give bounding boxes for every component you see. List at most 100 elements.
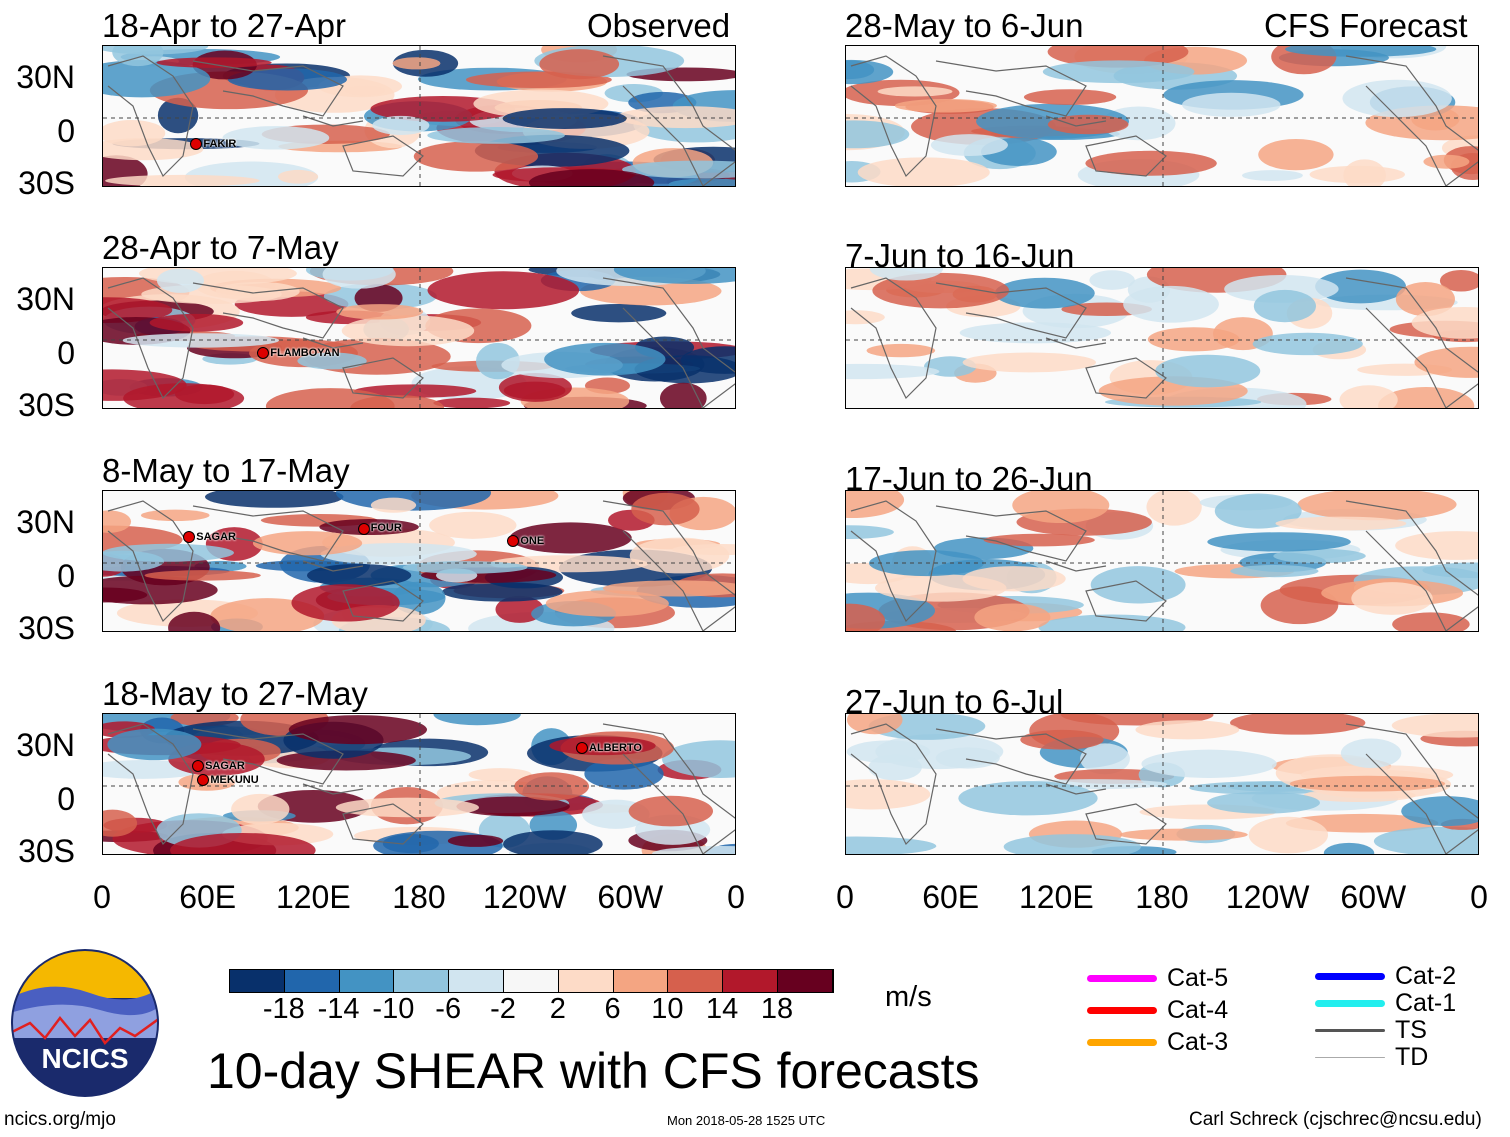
shear-anomaly bbox=[1224, 274, 1339, 303]
shear-anomaly bbox=[306, 563, 412, 587]
shear-map-panel bbox=[845, 490, 1479, 632]
legend-label: TD bbox=[1395, 1043, 1429, 1071]
shear-map-panel bbox=[845, 267, 1479, 409]
shear-anomaly bbox=[372, 115, 430, 135]
storm-track: SAGAR bbox=[192, 760, 245, 772]
shear-anomaly bbox=[157, 97, 199, 134]
colorbar-swatch bbox=[723, 970, 778, 992]
shear-map-panel: FLAMBOYAN bbox=[102, 267, 736, 409]
coastlines bbox=[107, 500, 735, 631]
lat-label: 30S bbox=[18, 165, 75, 201]
shear-anomaly bbox=[144, 570, 261, 581]
panel-title: 27-Jun to 6-Jul bbox=[845, 683, 1064, 720]
shear-anomaly bbox=[509, 522, 632, 554]
forecast-label: CFS Forecast bbox=[1264, 7, 1468, 44]
coastlines bbox=[850, 277, 1478, 408]
shear-anomaly bbox=[1135, 720, 1240, 740]
shear-anomaly bbox=[429, 511, 517, 539]
shear-anomaly bbox=[622, 160, 735, 179]
shear-anomaly bbox=[613, 268, 735, 284]
shear-anomaly bbox=[170, 832, 316, 854]
storm-track: MEKUNU bbox=[197, 773, 259, 786]
shear-anomaly bbox=[1214, 493, 1302, 529]
hurricane-icon bbox=[192, 759, 205, 772]
colorbar-label: -2 bbox=[490, 993, 516, 1025]
shear-anomaly bbox=[1285, 46, 1437, 57]
shear-anomaly bbox=[1309, 165, 1405, 184]
panel-title: 7-Jun to 16-Jun bbox=[845, 237, 1075, 274]
lat-label: 30N bbox=[16, 59, 75, 95]
shear-anomaly bbox=[872, 272, 1010, 309]
shear-anomaly bbox=[1373, 826, 1478, 854]
shear-anomaly bbox=[433, 714, 521, 726]
shear-anomaly bbox=[140, 509, 210, 522]
shear-anomaly bbox=[974, 603, 1051, 631]
shear-anomaly bbox=[1395, 282, 1455, 317]
legend-label: Cat-1 bbox=[1395, 989, 1457, 1017]
shear-anomaly bbox=[1275, 516, 1407, 531]
shear-anomaly bbox=[958, 781, 1098, 816]
shear-map-panel bbox=[845, 713, 1479, 855]
shear-anomaly bbox=[930, 134, 1008, 156]
hurricane-icon bbox=[257, 347, 270, 360]
storm-track: FAKIR bbox=[190, 138, 236, 150]
colorbar-label: -14 bbox=[317, 993, 360, 1025]
shear-anomaly bbox=[1378, 386, 1475, 408]
shear-anomaly bbox=[631, 492, 700, 526]
lon-label: 120W bbox=[482, 879, 567, 915]
legend-item: TD bbox=[1315, 1045, 1428, 1070]
ncics-logo: NCICS bbox=[10, 948, 160, 1098]
colorbar-swatch bbox=[339, 970, 395, 992]
shear-anomaly bbox=[370, 497, 417, 513]
shear-anomaly bbox=[1315, 269, 1407, 304]
shear-map-panel bbox=[845, 45, 1479, 187]
shear-anomaly bbox=[1423, 154, 1470, 169]
shear-anomaly bbox=[392, 57, 441, 70]
lon-label: 0 bbox=[1470, 879, 1488, 915]
shear-anomaly bbox=[1147, 327, 1240, 352]
legend-label: Cat-3 bbox=[1167, 1028, 1229, 1056]
shear-anomaly bbox=[502, 108, 627, 129]
legend-line bbox=[1087, 1007, 1157, 1014]
storm-name: MEKUNU bbox=[210, 773, 259, 786]
shear-anomaly bbox=[1342, 79, 1452, 118]
shear-anomaly bbox=[662, 740, 735, 778]
hurricane-icon bbox=[190, 137, 203, 150]
shear-anomaly bbox=[1414, 346, 1478, 378]
shear-anomaly bbox=[1141, 749, 1277, 778]
shear-anomaly bbox=[1085, 150, 1217, 176]
shear-anomaly bbox=[866, 343, 936, 358]
lon-label: 60E bbox=[922, 879, 980, 915]
legend-item: Cat-5 bbox=[1087, 966, 1228, 991]
hurricane-icon bbox=[576, 741, 589, 754]
shear-anomaly bbox=[107, 728, 202, 761]
hurricane-icon bbox=[507, 534, 520, 547]
lon-label: 60W bbox=[597, 879, 664, 915]
shear-anomaly bbox=[105, 174, 260, 186]
lat-label: 0 bbox=[57, 113, 75, 149]
storm-track: FLAMBOYAN bbox=[257, 347, 340, 360]
shear-anomaly bbox=[1422, 562, 1478, 579]
footer-link[interactable]: ncics.org/mjo bbox=[4, 1109, 116, 1130]
lat-label: 0 bbox=[57, 335, 75, 371]
shear-anomaly bbox=[1042, 60, 1195, 84]
shear-anomaly bbox=[252, 531, 363, 556]
colorbar-swatch bbox=[449, 970, 504, 992]
colorbar-swatch bbox=[394, 970, 450, 992]
colorbar bbox=[229, 969, 834, 993]
legend-line bbox=[1087, 975, 1157, 982]
shear-anomaly bbox=[123, 383, 245, 408]
shear-anomaly bbox=[616, 106, 735, 129]
shear-anomaly bbox=[1089, 270, 1135, 290]
footer-timestamp: Mon 2018-05-28 1525 UTC bbox=[667, 1113, 826, 1128]
storm-name: FAKIR bbox=[203, 137, 237, 150]
shear-anomaly bbox=[103, 297, 173, 323]
shear-anomaly bbox=[1230, 565, 1319, 578]
shear-anomaly bbox=[503, 381, 566, 400]
shear-anomaly bbox=[1439, 269, 1478, 292]
shear-anomaly bbox=[1339, 385, 1398, 408]
lon-label: 60E bbox=[179, 879, 237, 915]
colorbar-units: m/s bbox=[885, 981, 932, 1013]
lon-label: 60W bbox=[1340, 879, 1407, 915]
